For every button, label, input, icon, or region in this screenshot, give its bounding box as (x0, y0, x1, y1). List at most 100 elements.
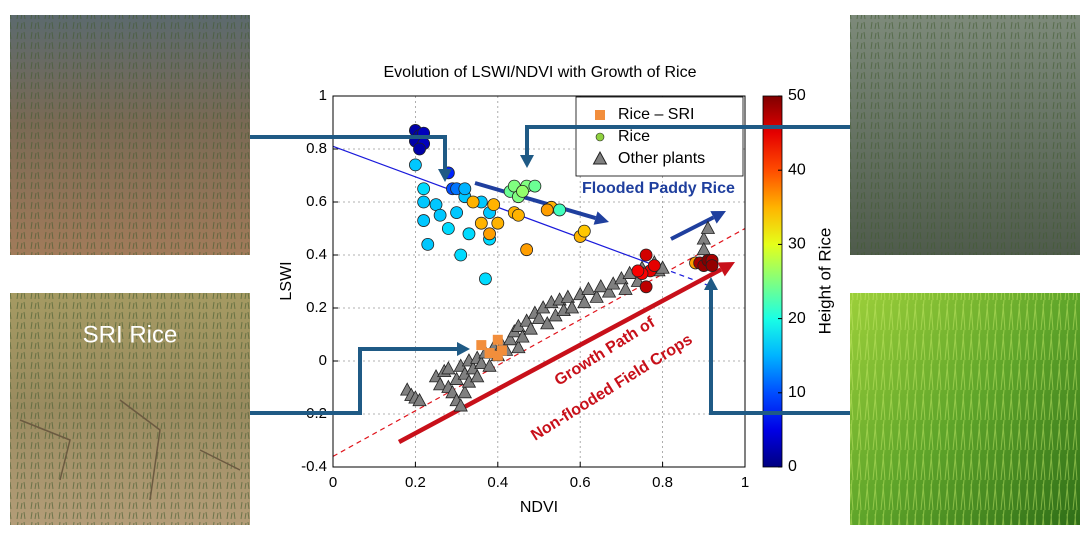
y-tick-label: 1 (319, 87, 327, 104)
y-tick-label: 0.2 (306, 299, 327, 316)
data-point (502, 331, 518, 346)
trend-arrow-head (717, 262, 735, 277)
data-point (647, 259, 661, 273)
y-tick-label: 0.4 (306, 246, 327, 263)
x-tick-label: 0.2 (405, 474, 426, 491)
data-point (429, 198, 443, 212)
data-point (523, 321, 538, 335)
connector-head (438, 169, 452, 182)
data-point (474, 355, 489, 370)
chart-title: Evolution of LSWI/NDVI with Growth of Ri… (384, 64, 697, 81)
data-point (531, 310, 547, 325)
data-point (483, 227, 496, 241)
legend-label: Other plants (618, 150, 705, 167)
photo-label: SRI Rice (83, 321, 178, 348)
y-tick-label: -0.4 (301, 458, 327, 475)
data-point (479, 272, 492, 286)
x-tick-label: 0.4 (487, 474, 508, 491)
data-point (466, 195, 480, 209)
trend-arrow (670, 215, 715, 241)
data-point (520, 243, 534, 257)
data-point (512, 208, 525, 222)
data-point (564, 300, 580, 314)
x-tick-label: 0.6 (570, 474, 591, 491)
trend-arrow (474, 181, 597, 221)
data-point (492, 334, 503, 345)
y-axis-label: LSWI (278, 261, 295, 300)
data-point (441, 222, 455, 235)
data-point (487, 198, 501, 212)
data-point (491, 216, 505, 230)
data-point (432, 377, 448, 391)
colorbar-label: Height of Rice (815, 228, 834, 335)
data-point (540, 203, 554, 217)
data-point (618, 281, 633, 295)
data-point (421, 237, 435, 251)
plot-frame (332, 95, 746, 468)
legend-marker (595, 110, 605, 120)
trend-arrow (397, 267, 723, 444)
fit-line (332, 227, 746, 457)
data-point (470, 369, 485, 383)
colorbar-tick-label: 0 (788, 458, 797, 475)
data-point (705, 259, 719, 273)
data-point (413, 142, 426, 156)
colorbar-tick-label: 50 (788, 87, 806, 104)
data-point (577, 224, 591, 238)
legend-marker (592, 150, 608, 165)
connector (250, 347, 458, 415)
x-tick-label: 0.8 (652, 474, 673, 491)
colorbar-tick-label: 40 (788, 161, 806, 178)
y-tick-label: 0 (319, 352, 327, 369)
x-tick-label: 0 (329, 474, 337, 491)
data-point (441, 361, 456, 375)
x-axis-label: NDVI (520, 499, 558, 516)
data-point (417, 214, 431, 227)
data-point (639, 248, 653, 262)
colorbar (762, 95, 783, 468)
data-point (516, 184, 529, 198)
connector (709, 289, 850, 415)
x-tick-label: 1 (741, 474, 749, 491)
colorbar-tick-label: 20 (788, 310, 806, 327)
y-tick-label: 0.6 (306, 193, 327, 210)
data-point (462, 227, 476, 241)
trend-arrow-head (710, 211, 726, 224)
data-point (511, 339, 526, 354)
data-point (453, 398, 468, 412)
y-tick-label: 0.8 (306, 140, 327, 157)
data-point (528, 179, 542, 193)
data-point (417, 182, 431, 196)
data-point (496, 345, 507, 356)
colorbar-tick-label: 10 (788, 384, 806, 401)
data-point (492, 350, 503, 361)
legend-label: Rice (618, 128, 650, 145)
photo-flooded-rice (850, 15, 1080, 255)
data-point (540, 316, 555, 330)
connector (250, 135, 447, 170)
photo-sri-rice: SRI Rice (10, 293, 250, 525)
data-point (553, 203, 566, 217)
connector-head (520, 155, 534, 168)
data-point (476, 340, 487, 351)
data-point (560, 289, 576, 303)
data-point (581, 281, 596, 295)
connector-head (704, 277, 718, 290)
connector-head (457, 342, 470, 356)
data-point (577, 294, 592, 309)
data-point (700, 220, 716, 234)
data-point (589, 289, 604, 303)
data-point (601, 284, 617, 298)
trend-arrow-head (593, 211, 609, 225)
legend-label: Rice – SRI (618, 106, 694, 123)
data-point (458, 182, 472, 196)
photo-flooded-early (10, 15, 250, 255)
data-point (474, 216, 488, 230)
legend-marker (595, 132, 605, 142)
data-point (457, 384, 473, 399)
data-point (631, 264, 645, 278)
data-point (433, 208, 447, 222)
data-point (593, 278, 608, 293)
